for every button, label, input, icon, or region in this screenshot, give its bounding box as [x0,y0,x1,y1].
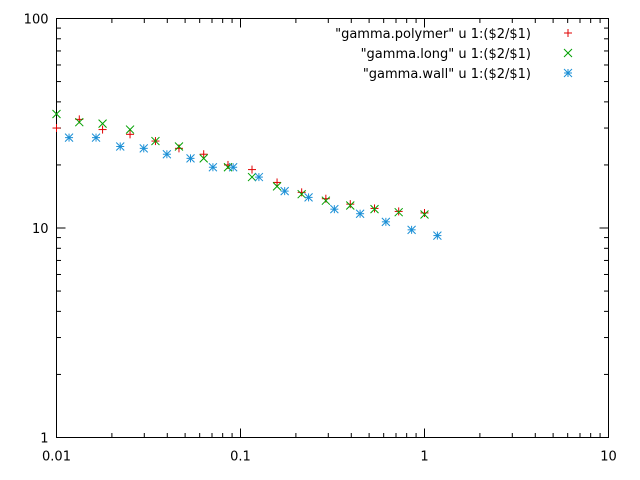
data-point [254,172,264,182]
data-point [228,162,238,172]
x-tick-label: 0.1 [230,450,251,465]
data-point [64,133,74,142]
data-point [355,209,365,219]
data-point [370,204,379,214]
data-point [420,208,429,217]
data-point [297,189,307,199]
x-tick-label: 10 [600,450,617,465]
legend-entry-label: "gamma.polymer" u 1:($2/$1) [335,27,531,42]
data-point [346,200,355,209]
data-points [52,109,442,240]
data-point [321,194,330,203]
data-point [297,188,306,197]
data-point [273,178,282,187]
data-point [52,124,61,133]
data-point [370,204,379,213]
series-3 [64,133,442,240]
data-point [407,225,416,235]
legend-entry-label: "gamma.long" u 1:($2/$1) [361,47,531,62]
data-point [280,186,290,196]
data-point [345,201,355,210]
y-tick-label: 100 [24,13,49,28]
data-point [381,217,391,227]
data-point [98,119,107,128]
data-point [199,154,209,163]
data-point [174,144,183,153]
series-2 [52,109,429,219]
axis-ticks [56,18,609,438]
data-point [98,125,107,134]
data-point [139,143,149,153]
data-point [208,162,218,172]
data-point [115,142,125,151]
legend-marker [563,48,573,58]
data-point [248,165,257,174]
data-point [52,109,61,119]
legend-entry-label: "gamma.wall" u 1:($2/$1) [363,67,531,82]
x-tick-label: 0.01 [42,450,71,465]
data-point [199,150,208,159]
data-point [329,204,339,214]
data-point [151,136,160,146]
legend-marker [564,29,572,37]
data-point [394,207,403,216]
data-point [91,133,101,142]
x-tick-label: 1 [420,450,428,465]
data-point [162,149,172,159]
data-point [74,117,84,127]
data-point [394,207,404,217]
data-point [304,193,313,202]
data-point [126,130,135,139]
series-1 [52,115,429,217]
data-point [272,182,282,191]
data-point [247,172,257,182]
data-point [420,210,429,219]
y-tick-label: 10 [32,222,49,237]
data-point [433,231,442,240]
legend-marker [563,68,573,78]
y-tick-label: 1 [40,432,48,447]
data-point [125,125,135,134]
data-point [186,154,195,163]
data-point [321,196,331,206]
data-point [174,142,184,151]
legend: "gamma.polymer" u 1:($2/$1) "gamma.long" … [335,27,573,82]
axis-tick-labels: 0.01 0.1 1 10 1 10 100 [24,13,617,465]
